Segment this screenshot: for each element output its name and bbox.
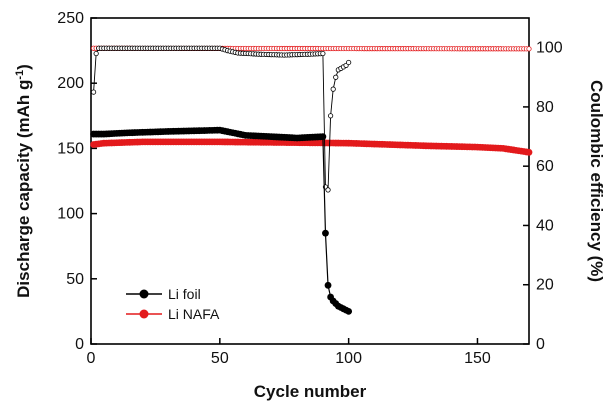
x-tick-label: 100 (335, 350, 362, 367)
data-point (93, 50, 99, 57)
data-point (345, 308, 353, 315)
y-axis-left-title-main: Discharge capacity (mAh g (14, 80, 33, 298)
data-point (328, 113, 334, 119)
y-axis-left-title: Discharge capacity (mAh g-1) (14, 64, 33, 298)
ticks-layer: 0 50 100 150 0 50 100 150 200 250 0 20 40 60 80 100 (57, 10, 563, 367)
y-right-tick-label: 0 (536, 336, 545, 353)
plot-frame (90, 17, 530, 345)
y-right-tick-label: 20 (536, 277, 554, 294)
y-right-tick-label: 100 (536, 40, 563, 57)
data-point (319, 133, 327, 141)
legend-marker-li-nafa (139, 309, 149, 319)
y-axis-left-title-sup: -1 (14, 70, 26, 80)
y-right-tick-label: 80 (536, 99, 554, 116)
y-left-tick-label: 100 (57, 206, 84, 223)
series-layer (90, 45, 533, 315)
data-point (333, 74, 339, 80)
x-tick-label: 150 (464, 350, 491, 367)
x-axis-title: Cycle number (254, 382, 367, 401)
data-point (320, 50, 326, 57)
data-point (525, 148, 533, 156)
y-left-tick-label: 0 (75, 336, 84, 353)
legend-marker-li-foil (139, 289, 149, 299)
x-tick-label: 50 (211, 350, 229, 367)
series-li-foil-capacity-line (93, 129, 349, 312)
legend-label-li-foil: Li foil (168, 286, 201, 302)
series-li-foil-capacity (90, 126, 353, 315)
legend-label-li-nafa: Li NAFA (168, 306, 220, 322)
data-point (330, 86, 336, 92)
data-point (346, 59, 352, 66)
data-point (90, 89, 97, 95)
series-li-foil-ce (90, 45, 352, 193)
y-right-tick-label: 40 (536, 217, 554, 234)
data-point (324, 281, 332, 289)
y-axis-left-title-close: ) (14, 64, 33, 70)
y-left-tick-label: 150 (57, 140, 84, 157)
series-li-foil-ce-line (93, 47, 349, 192)
y-right-tick-label: 60 (536, 158, 554, 175)
data-point (325, 187, 331, 193)
y-left-tick-label: 200 (57, 75, 84, 92)
x-tick-label: 0 (87, 350, 96, 367)
series-li-nafa-capacity (90, 138, 533, 156)
data-point (322, 229, 329, 237)
y-axis-right-title: Coulombic efficiency (%) (587, 80, 604, 282)
y-left-tick-label: 250 (57, 10, 84, 27)
data-point (526, 46, 532, 52)
y-left-tick-label: 50 (66, 271, 84, 288)
legend: Li foil Li NAFA (126, 286, 220, 322)
